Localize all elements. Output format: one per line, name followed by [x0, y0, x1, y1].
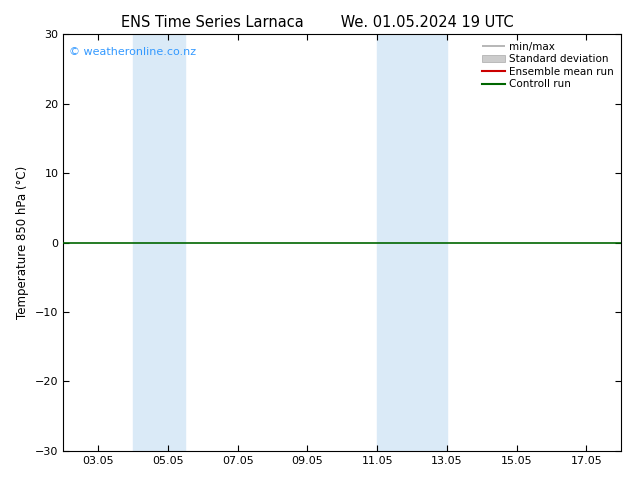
Bar	[133, 34, 185, 451]
Text: ENS Time Series Larnaca        We. 01.05.2024 19 UTC: ENS Time Series Larnaca We. 01.05.2024 1…	[120, 15, 514, 30]
Legend: min/max, Standard deviation, Ensemble mean run, Controll run: min/max, Standard deviation, Ensemble me…	[480, 40, 616, 92]
Y-axis label: Temperature 850 hPa (°C): Temperature 850 hPa (°C)	[16, 166, 30, 319]
Bar	[377, 34, 447, 451]
Text: © weatheronline.co.nz: © weatheronline.co.nz	[69, 47, 196, 57]
